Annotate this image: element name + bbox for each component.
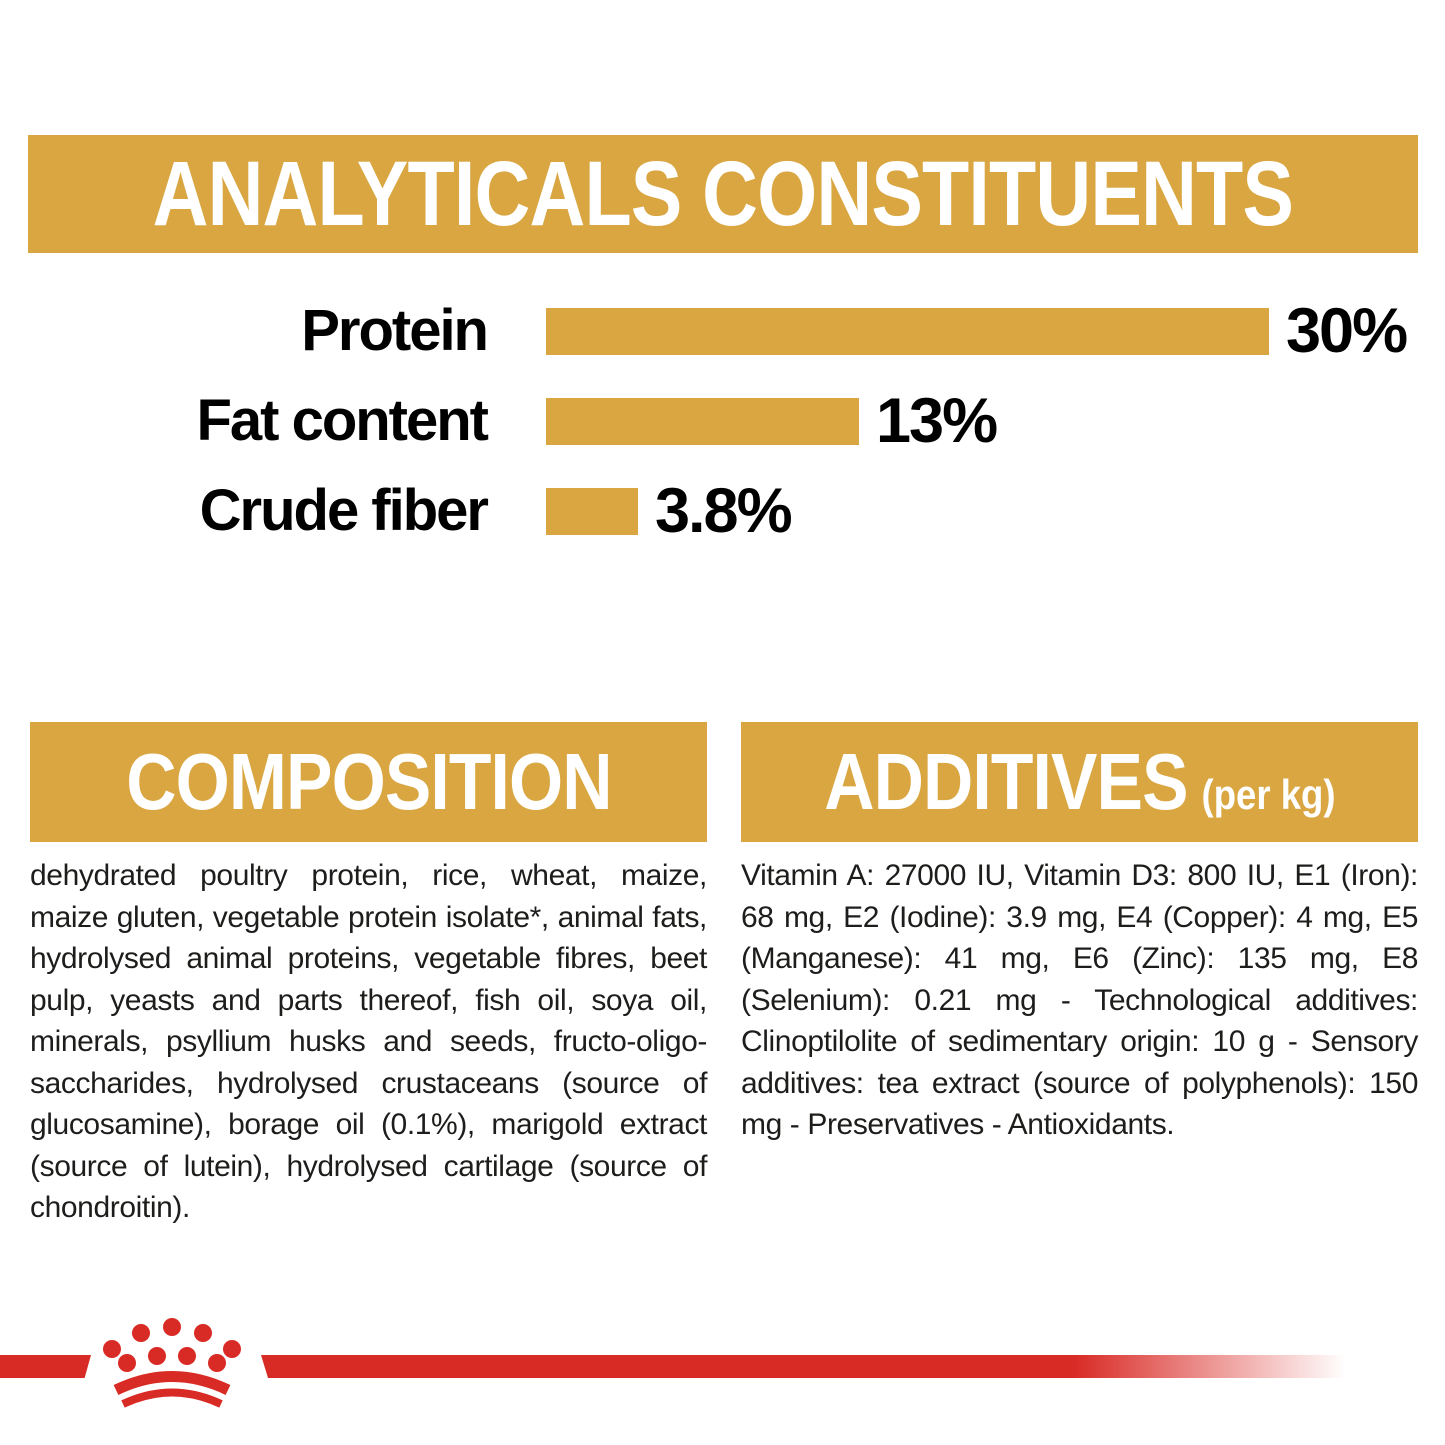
chart-value-label: 30% (1286, 295, 1408, 366)
chart-bar (546, 307, 1269, 355)
composition-banner: COMPOSITION (30, 722, 707, 842)
additives-title-group: ADDITIVES (per kg) (824, 736, 1335, 828)
additives-body-text: Vitamin A: 27000 IU, Vitamin D3: 800 IU,… (741, 859, 1418, 1141)
chart-value-label: 3.8% (655, 475, 793, 546)
chart-bar (546, 397, 859, 445)
composition-body-text: dehydrated poultry protein, rice, wheat,… (30, 859, 707, 1224)
analyticals-chart: Protein 30% Fat content 13% Crude fiber 3.8% (0, 286, 1445, 556)
red-stripe-left-segment (0, 1355, 91, 1378)
chart-row: Crude fiber 3.8% (0, 466, 1445, 556)
chart-bar (546, 487, 638, 535)
additives-title: ADDITIVES (823, 737, 1188, 826)
composition-title: COMPOSITION (125, 737, 612, 826)
chart-row: Fat content 13% (0, 376, 1445, 466)
composition-title-group: COMPOSITION (125, 736, 612, 828)
chart-row: Protein 30% (0, 286, 1445, 376)
additives-banner: ADDITIVES (per kg) (741, 722, 1418, 842)
chart-value-label: 13% (876, 385, 998, 456)
red-stripe-right-segment (261, 1355, 1346, 1378)
chart-category-label: Protein (301, 298, 489, 363)
chart-category-label: Crude fiber (199, 478, 489, 543)
chart-category-label: Fat content (196, 388, 489, 453)
analyticals-title: ANALYTICALS CONSTITUENTS (152, 142, 1294, 245)
additives-unit-label: (per kg) (1201, 771, 1336, 818)
royal-canin-crown-logo (103, 1318, 241, 1408)
analyticals-banner: ANALYTICALS CONSTITUENTS (28, 135, 1418, 253)
